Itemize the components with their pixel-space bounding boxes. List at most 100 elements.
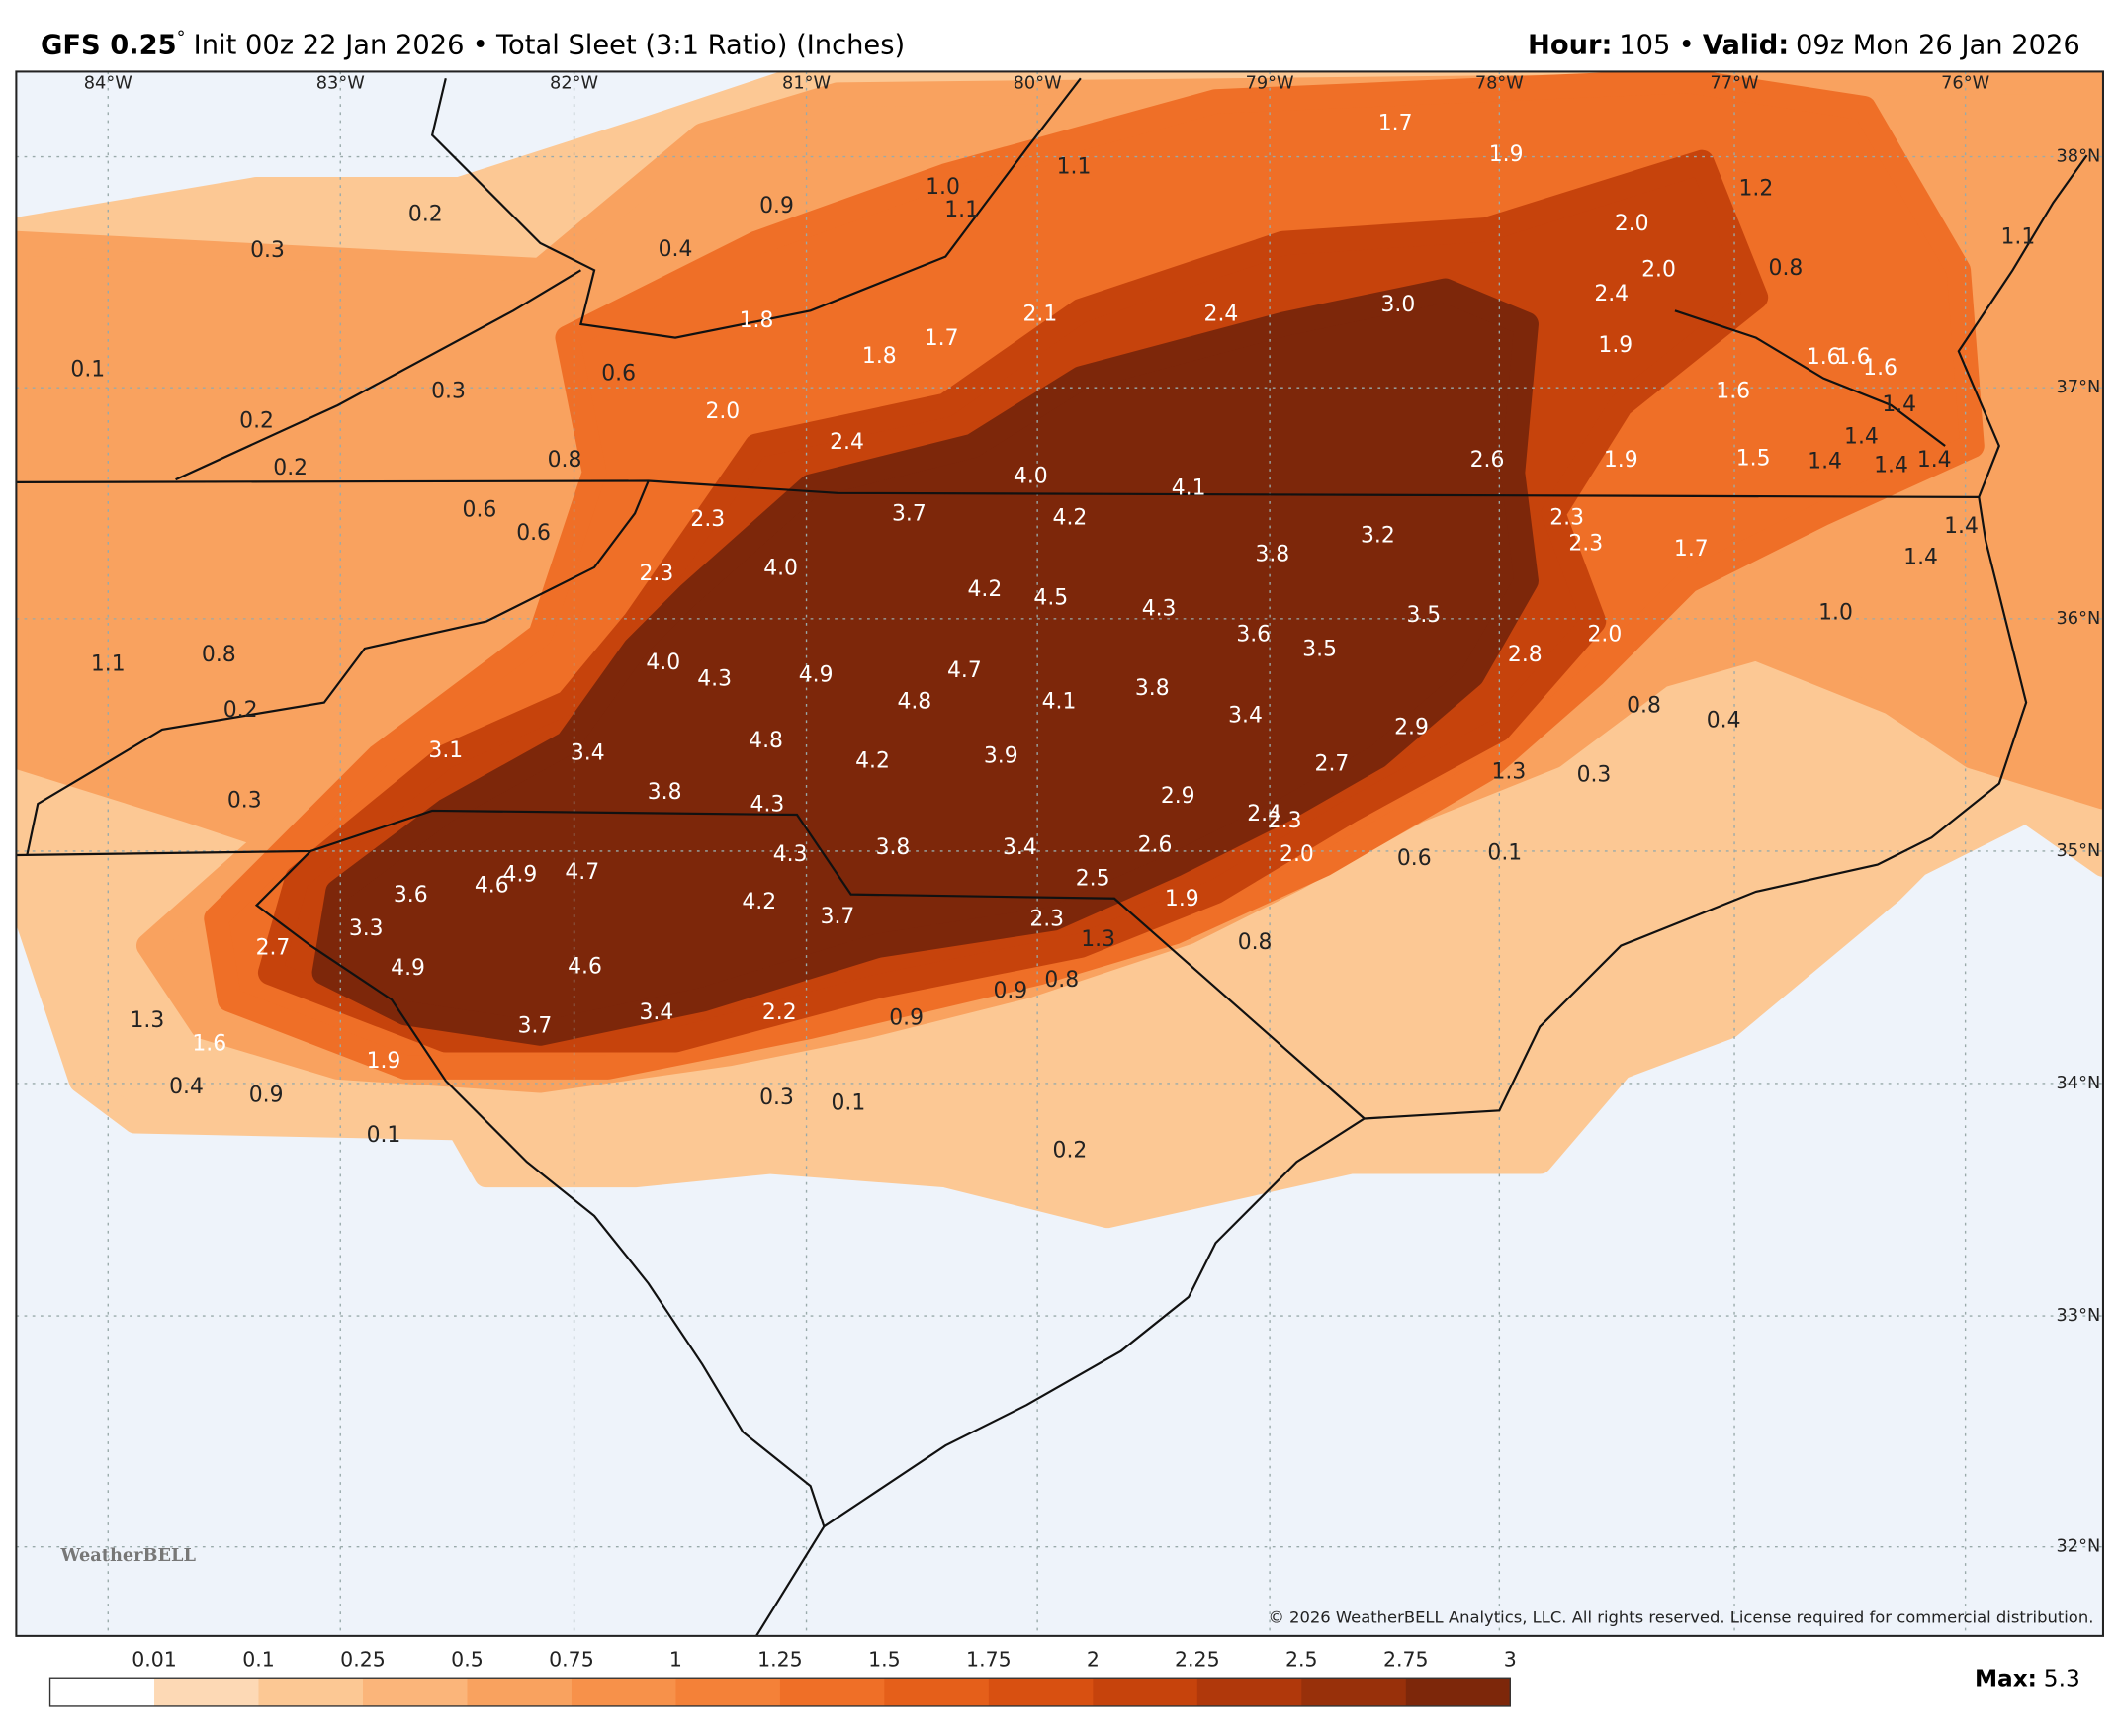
value-label: 0.3	[759, 1085, 794, 1110]
longitude-label: 82°W	[550, 74, 598, 94]
value-label: 4.0	[646, 651, 680, 675]
value-label: 1.1	[1057, 154, 1092, 179]
colorbar-tick-label: 1.25	[757, 1647, 803, 1671]
colorbar-swatch	[1405, 1678, 1511, 1706]
value-label: 2.9	[1394, 716, 1429, 740]
value-label: 3.4	[571, 741, 605, 766]
value-label: 1.4	[1903, 545, 1938, 569]
value-label: 1.6	[192, 1031, 226, 1056]
value-label: 4.0	[1014, 464, 1048, 488]
value-label: 4.8	[897, 690, 931, 715]
colorbar: 0.01 0.1 0.25 0.5 0.75 1 1.25 1.5 1.75 2 2.25 2.5 2.…	[48, 1647, 1517, 1707]
colorbar-tick-label: 0.5	[451, 1647, 484, 1671]
value-label: 1.1	[2001, 225, 2036, 250]
colorbar-swatch	[675, 1678, 781, 1706]
value-label: 4.3	[750, 792, 785, 817]
max-label: Max:	[1975, 1665, 2037, 1692]
value-label: 1.9	[1165, 887, 1199, 911]
value-label: 1.4	[1917, 448, 1952, 473]
latitude-label: 37°N	[2056, 378, 2100, 397]
shading	[16, 71, 2103, 1229]
value-label: 0.4	[659, 237, 693, 262]
bay-shore	[1674, 309, 1946, 447]
copyright: © 2026 WeatherBELL Analytics, LLC. All r…	[1268, 1608, 2093, 1627]
value-label: 4.3	[1142, 596, 1177, 621]
value-label: 1.4	[1874, 453, 1908, 477]
max: Max: 5.3	[1975, 1665, 2080, 1692]
colorbar-swatch	[1196, 1678, 1302, 1706]
value-label: 3.7	[892, 502, 927, 527]
colorbar-swatch	[467, 1678, 573, 1706]
value-label: 1.9	[1489, 142, 1524, 167]
value-label: 1.3	[1081, 927, 1115, 952]
value-label: 1.1	[91, 651, 126, 676]
value-label: 2.3	[1029, 908, 1064, 932]
value-label: 0.6	[463, 498, 497, 523]
value-label: 0.1	[832, 1090, 866, 1115]
value-label: 0.9	[889, 1005, 924, 1030]
value-label: 0.2	[273, 456, 308, 480]
colorbar-swatch	[154, 1678, 260, 1706]
value-label: 0.1	[367, 1123, 401, 1148]
value-label: 1.6	[1863, 356, 1897, 381]
value-label: 4.7	[565, 860, 599, 885]
value-label: 1.7	[1378, 112, 1413, 136]
colorbar-tick-label: 2.5	[1285, 1647, 1318, 1671]
graticule	[16, 71, 2103, 1636]
longitude-label: 84°W	[84, 74, 132, 94]
value-label: 2.0	[1588, 622, 1623, 647]
value-label: 4.2	[967, 577, 1002, 602]
value-label: 1.6	[1807, 345, 1841, 370]
colorbar-tick-label: 3	[1504, 1647, 1517, 1671]
value-label: 1.2	[1739, 176, 1774, 201]
value-label: 4.9	[503, 863, 538, 888]
value-label: 3.7	[821, 905, 855, 929]
longitude-label: 81°W	[782, 74, 831, 94]
value-label: 2.4	[830, 430, 864, 455]
value-label: 0.6	[1397, 846, 1432, 871]
separator: •	[473, 30, 488, 60]
longitude-label: 77°W	[1711, 74, 1759, 94]
value-label: 4.7	[947, 658, 982, 683]
value-label: 3.6	[394, 883, 428, 908]
value-label: 2.6	[1138, 832, 1173, 857]
value-label: 4.9	[391, 956, 425, 981]
value-label: 3.8	[1255, 543, 1289, 567]
value-label: 2.0	[1280, 842, 1314, 867]
value-label: 4.2	[1053, 506, 1088, 531]
value-label: 4.1	[1042, 690, 1077, 715]
value-label: 2.3	[1268, 809, 1302, 833]
value-label: 4.2	[855, 749, 890, 774]
value-label: 1.8	[862, 344, 897, 369]
value-label: 3.4	[1003, 835, 1037, 860]
header-right: Hour: 105 • Valid: 09z Mon 26 Jan 2026	[1528, 30, 2080, 60]
value-label: 4.5	[1033, 585, 1068, 610]
value-label: 2.6	[1470, 448, 1505, 473]
value-label: 4.1	[1172, 477, 1206, 501]
latitude-label: 32°N	[2056, 1537, 2100, 1557]
value-label: 3.7	[518, 1014, 553, 1039]
degree: °	[177, 28, 186, 47]
value-label: 1.4	[1882, 392, 1916, 417]
value-label: 4.6	[475, 873, 509, 898]
ga-sc-border	[254, 850, 826, 1636]
value-label: 2.4	[1247, 802, 1281, 826]
logo: WeatherBELL	[60, 1545, 197, 1566]
value-label: 0.9	[249, 1083, 284, 1107]
colorbar-tick-label: 1.5	[868, 1647, 901, 1671]
ky-border	[175, 269, 581, 481]
colorbar-tick-label: 2.25	[1175, 1647, 1220, 1671]
value-label: 0.8	[548, 448, 582, 473]
colorbar-swatch	[1301, 1678, 1407, 1706]
value-label: 1.4	[1844, 425, 1879, 450]
latitude-label: 33°N	[2056, 1306, 2100, 1326]
longitude-label: 80°W	[1014, 74, 1062, 94]
value-label: 0.8	[1044, 968, 1079, 993]
longitude-label: 83°W	[316, 74, 365, 94]
hour-label: Hour:	[1528, 30, 1612, 60]
colorbar-swatch	[1093, 1678, 1198, 1706]
va-nc-border	[16, 479, 1980, 498]
colorbar-tick-label: 1.75	[966, 1647, 1012, 1671]
value-label: 0.1	[1487, 841, 1522, 866]
